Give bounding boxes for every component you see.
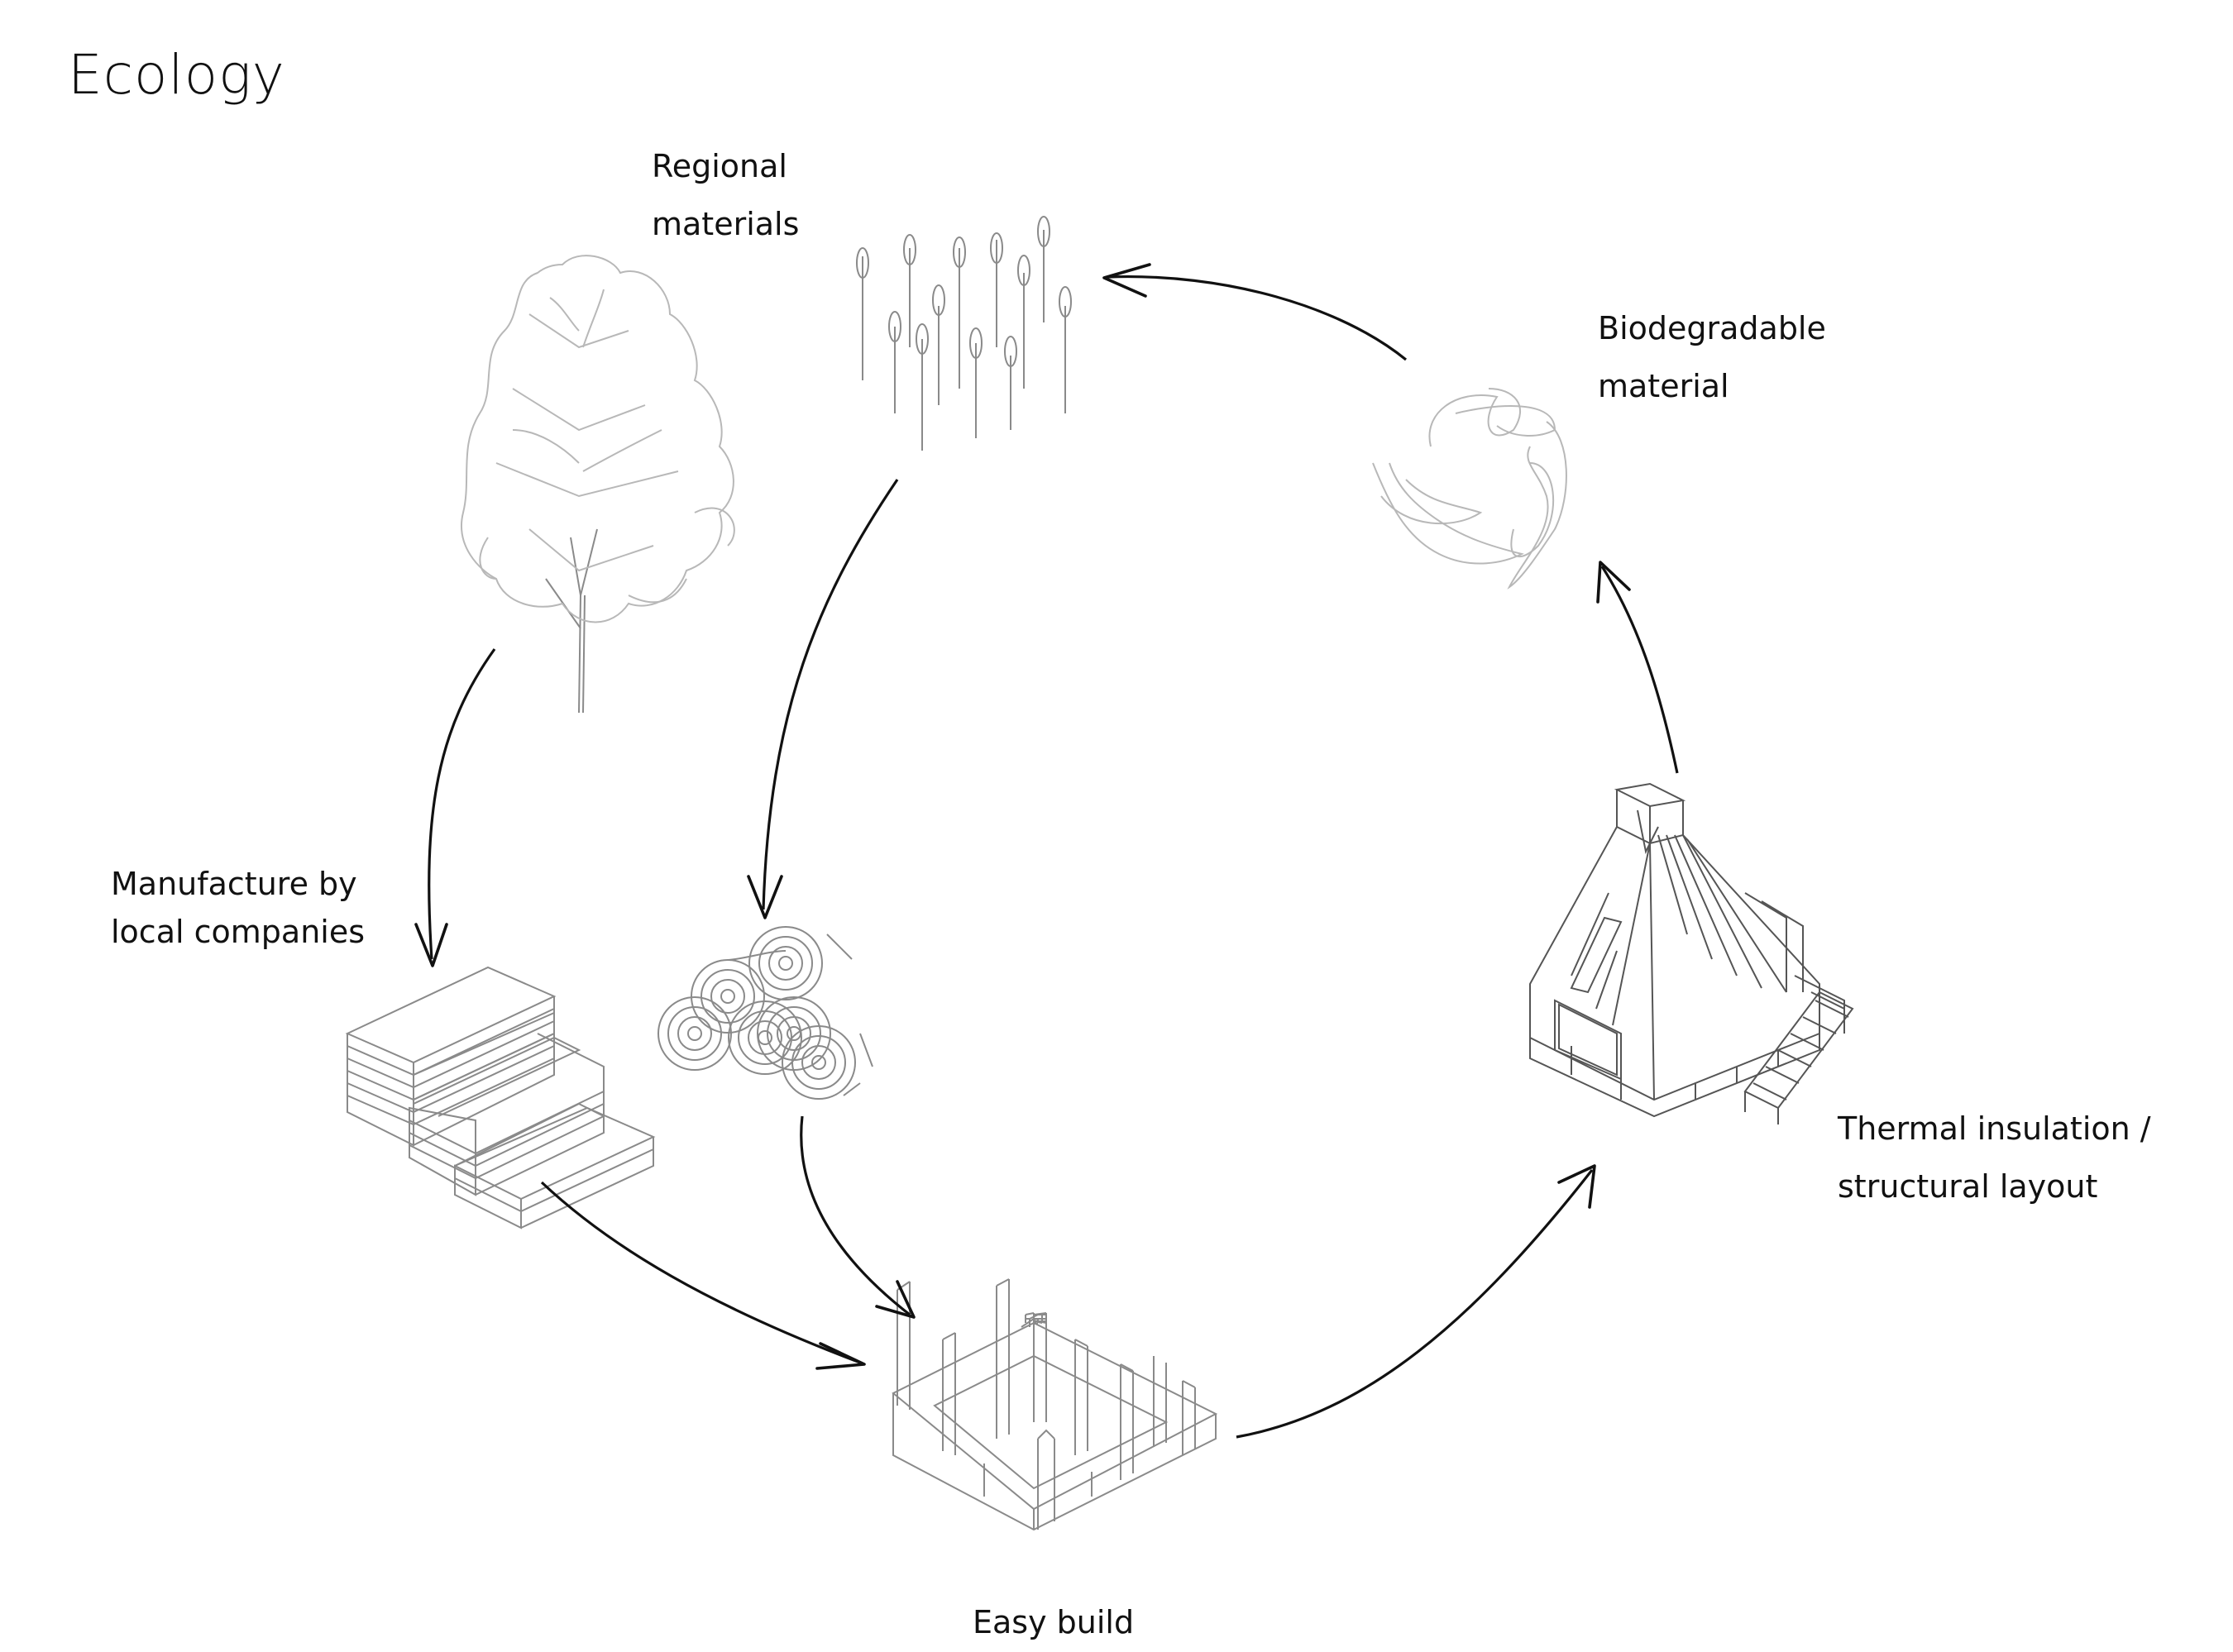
page-title: Ecology bbox=[68, 43, 285, 107]
arrow-regional-to-bales bbox=[762, 479, 899, 910]
label-manufacture: Manufacture by local companies bbox=[111, 860, 365, 956]
label-biodegradable-line1: Biodegradable bbox=[1598, 310, 1826, 346]
recycle-leaves-icon bbox=[1372, 388, 1567, 590]
arrow-bales-to-frame bbox=[800, 1115, 911, 1316]
label-manufacture-line1: Manufacture by bbox=[111, 866, 357, 902]
label-regional-line1: Regional bbox=[652, 148, 787, 184]
straw-bales-icon bbox=[657, 926, 873, 1100]
tree-icon bbox=[461, 255, 735, 714]
label-biodegradable-line2: material bbox=[1598, 368, 1729, 404]
label-thermal-line1: Thermal insulation / bbox=[1838, 1110, 2151, 1147]
label-manufacture-line2: local companies bbox=[111, 914, 366, 950]
arrow-timber-to-frame bbox=[540, 1181, 861, 1364]
wheat-icon bbox=[856, 216, 1072, 451]
label-regional-line2: materials bbox=[652, 206, 800, 242]
label-regional-materials: Regional materials bbox=[652, 137, 799, 253]
cabin-icon bbox=[1529, 782, 1854, 1124]
label-easy-build: Easy build bbox=[973, 1604, 1135, 1640]
arrow-cabin-to-biodegradable bbox=[1600, 566, 1679, 774]
arrow-tree-to-timber bbox=[428, 648, 496, 960]
arrow-biodegradable-to-regional bbox=[1107, 275, 1408, 361]
label-biodegradable-material: Biodegradable material bbox=[1598, 299, 1826, 415]
arrow-frame-to-cabin bbox=[1236, 1169, 1594, 1439]
label-thermal-line2: structural layout bbox=[1838, 1168, 2098, 1205]
flow-arrows bbox=[414, 263, 1679, 1439]
timber-stack-icon bbox=[345, 966, 656, 1229]
timber-frame-icon bbox=[892, 1278, 1218, 1531]
label-thermal-insulation: Thermal insulation / structural layout bbox=[1838, 1100, 2151, 1215]
